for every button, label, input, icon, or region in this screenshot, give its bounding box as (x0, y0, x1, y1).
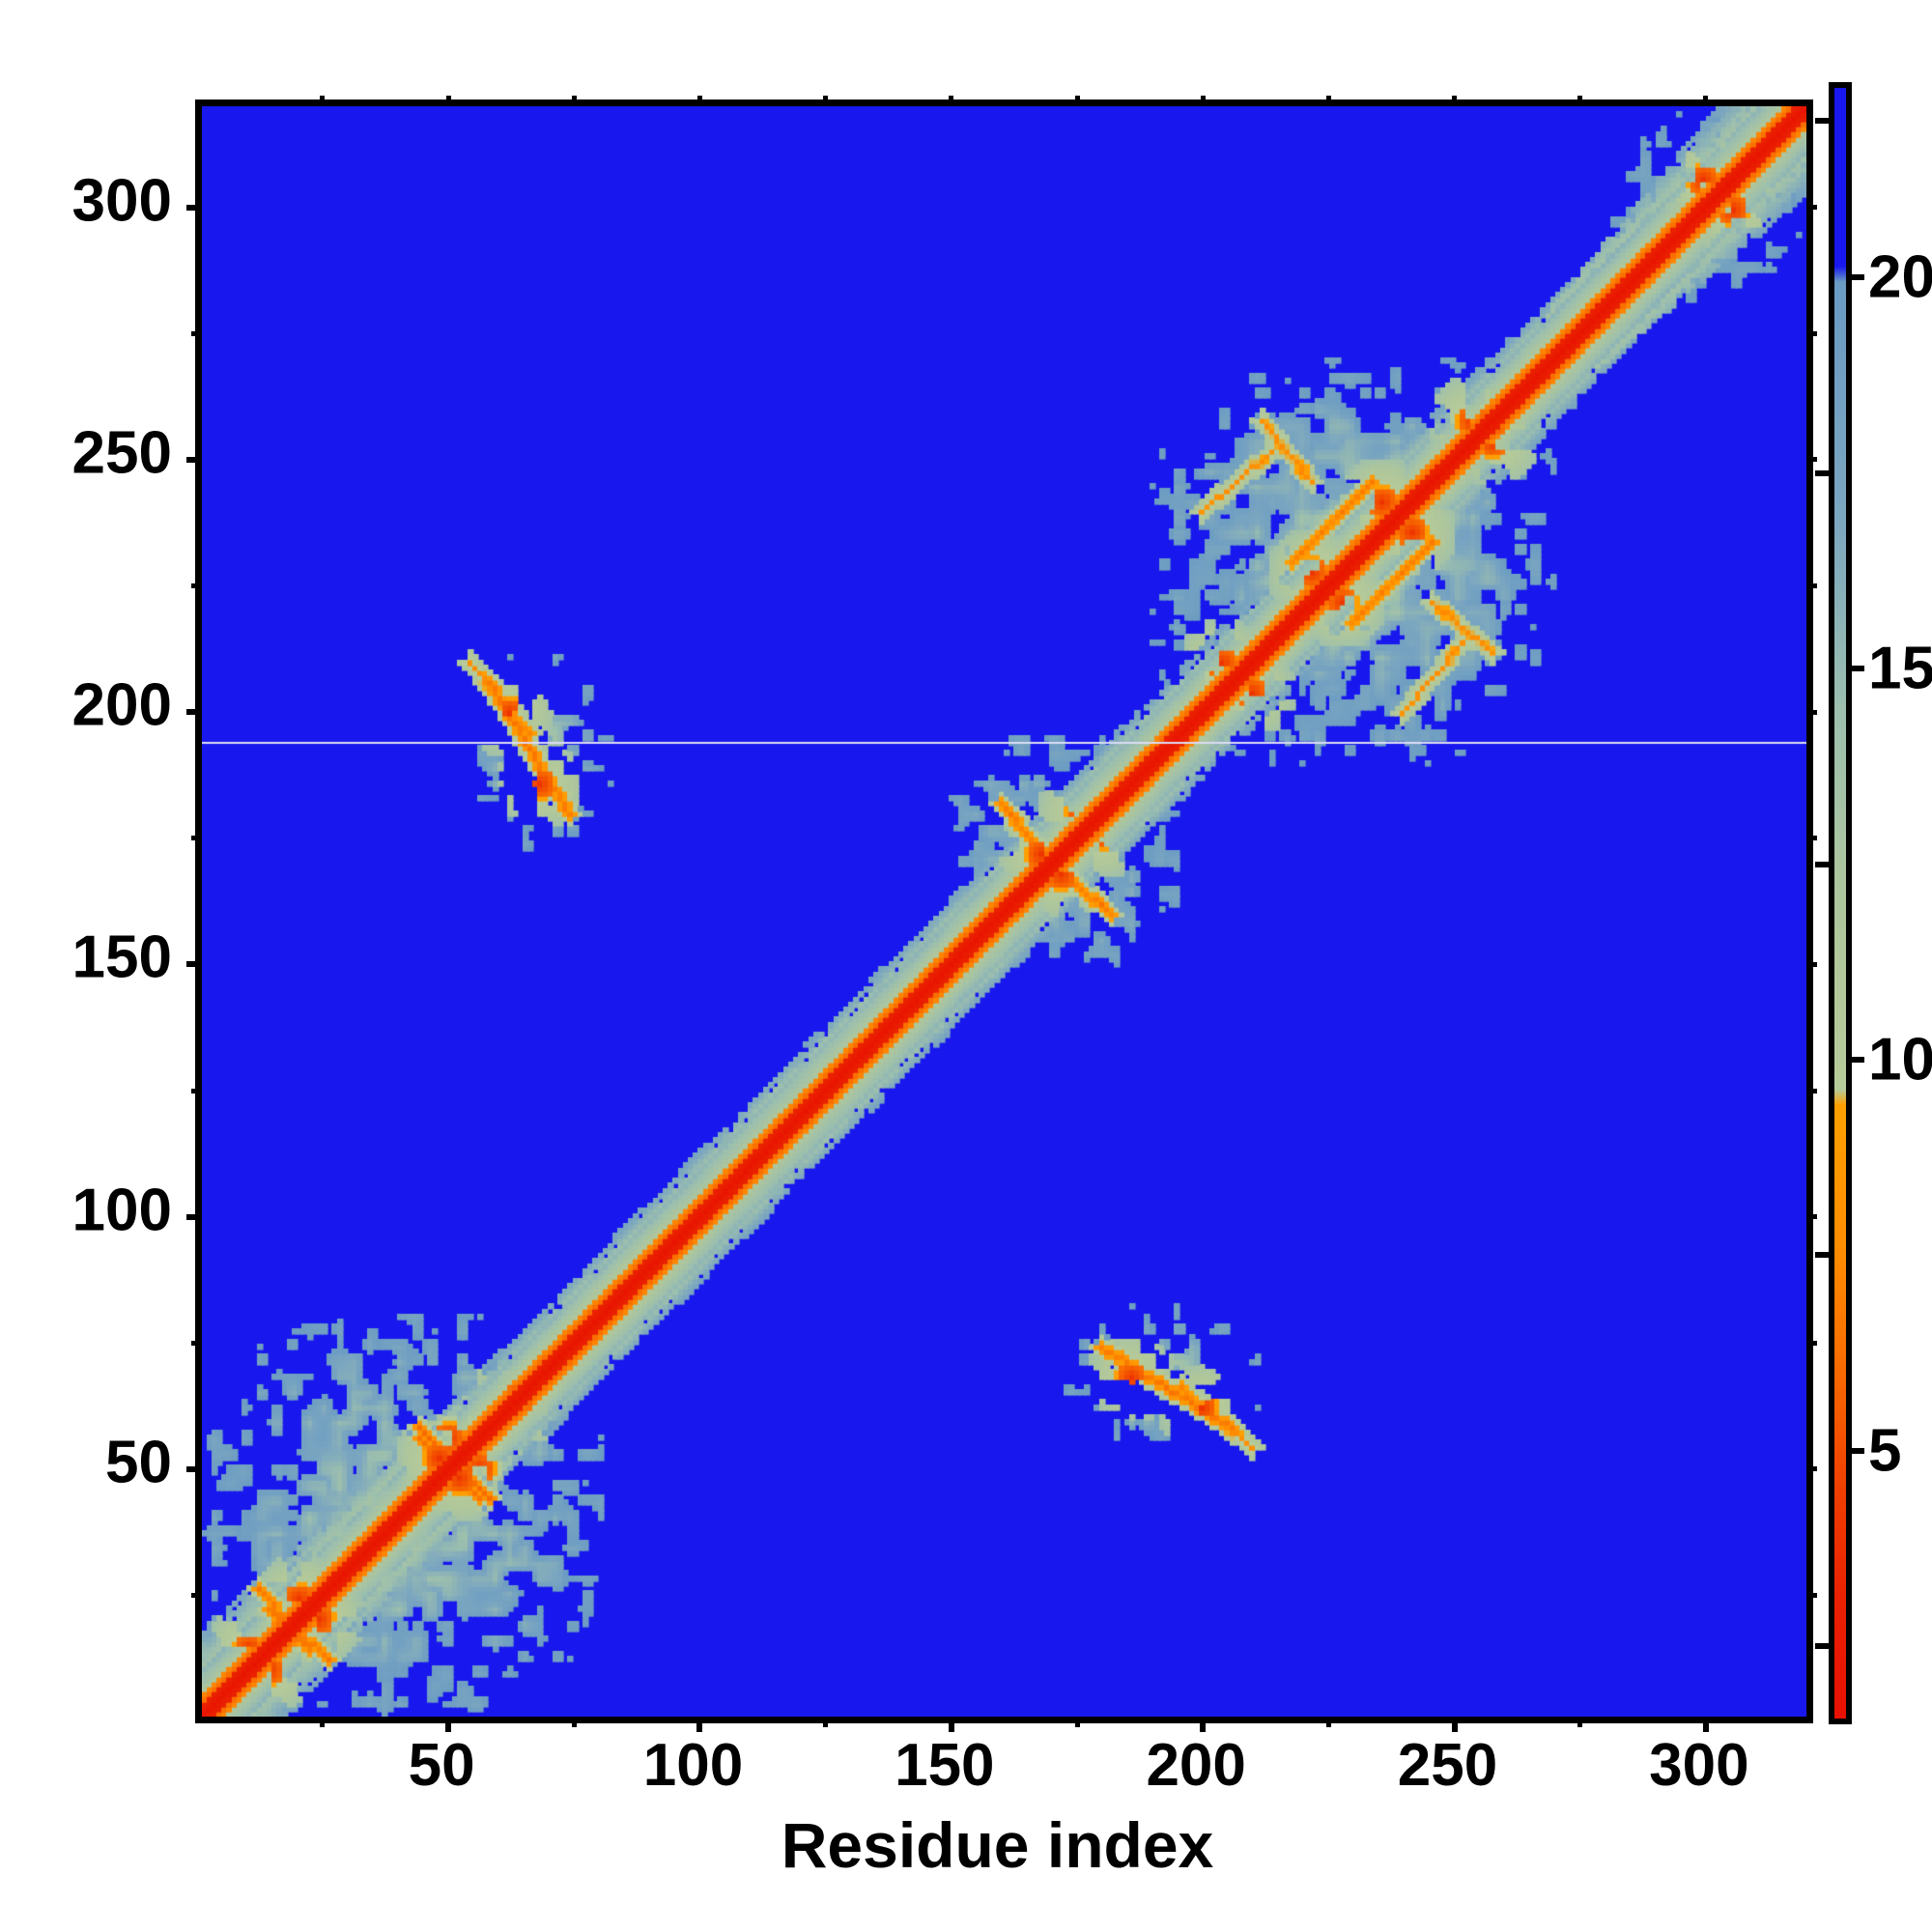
colorbar-tick-10 (1852, 1056, 1864, 1063)
colorbar-minor-tick (1815, 469, 1829, 476)
x-axis-top-tick-225 (1325, 96, 1331, 106)
y-axis-right-tick-150 (1806, 961, 1817, 967)
x-axis-tick-250 (1451, 1717, 1458, 1732)
colorbar-tick-15 (1852, 666, 1864, 672)
x-axis-top-tick-75 (571, 96, 577, 106)
y-axis-right-tick-225 (1806, 582, 1817, 588)
colorbar-minor-tick (1815, 118, 1829, 125)
y-axis-minor-tick-75 (191, 1340, 202, 1346)
y-axis-tick-label-150: 150 (71, 923, 172, 991)
colorbar-tick-label-10: 10 (1868, 1026, 1932, 1094)
y-axis-tick-label-100: 100 (71, 1177, 172, 1244)
y-axis-tick-label-200: 200 (71, 671, 172, 739)
y-axis-right-tick-275 (1806, 330, 1817, 336)
x-axis-tick-100 (696, 1717, 703, 1732)
plot-area (186, 96, 1817, 1732)
x-axis-top-tick-200 (1200, 96, 1206, 106)
y-axis-right-tick-250 (1806, 457, 1817, 463)
heatmap-image (202, 106, 1806, 1717)
x-axis-top-tick-275 (1577, 96, 1583, 106)
x-axis-minor-tick-75 (571, 1717, 577, 1727)
x-axis-minor-tick-25 (320, 1717, 326, 1727)
y-axis-right-tick-75 (1806, 1340, 1817, 1346)
colorbar-tick-20 (1852, 274, 1864, 281)
colorbar-tick-label-15: 15 (1868, 635, 1932, 702)
y-axis-tick-label-300: 300 (71, 167, 172, 234)
x-axis-minor-tick-175 (1074, 1717, 1080, 1727)
colorbar-tick-label-5: 5 (1868, 1417, 1902, 1485)
x-axis-minor-tick-275 (1577, 1717, 1583, 1727)
x-axis-top-tick-50 (445, 96, 451, 106)
x-axis-top-tick-175 (1074, 96, 1080, 106)
x-axis-minor-tick-125 (823, 1717, 829, 1727)
y-axis-right-tick-200 (1806, 709, 1817, 715)
x-axis-top-tick-150 (949, 96, 954, 106)
x-axis-tick-label-300: 300 (1649, 1732, 1749, 1799)
x-axis-tick-50 (445, 1717, 452, 1732)
y-axis-tick-label-50: 50 (105, 1429, 172, 1496)
x-axis-top-tick-125 (823, 96, 829, 106)
colorbar-minor-tick (1815, 861, 1829, 867)
y-axis-tick-200 (186, 709, 202, 716)
y-axis-tick-250 (186, 456, 202, 463)
x-axis-title: Residue index (781, 1809, 1214, 1881)
y-axis-tick-150 (186, 961, 202, 968)
y-axis-right-tick-100 (1806, 1214, 1817, 1220)
x-axis-tick-label-200: 200 (1146, 1732, 1246, 1799)
x-axis-tick-label-150: 150 (895, 1732, 995, 1799)
y-axis-right-tick-175 (1806, 836, 1817, 841)
x-axis-tick-300 (1702, 1717, 1709, 1732)
x-axis-tick-label-100: 100 (642, 1732, 744, 1799)
x-axis-top-tick-300 (1703, 96, 1709, 106)
x-axis-tick-label-250: 250 (1397, 1732, 1498, 1799)
x-axis-tick-200 (1200, 1717, 1207, 1732)
y-axis-tick-50 (186, 1465, 202, 1472)
y-axis-minor-tick-175 (191, 836, 202, 841)
y-axis-minor-tick-275 (191, 330, 202, 336)
colorbar-tick-5 (1852, 1447, 1864, 1454)
colorbar-minor-tick (1815, 1643, 1829, 1650)
x-axis-top-tick-100 (696, 96, 702, 106)
x-axis-tick-150 (948, 1717, 954, 1732)
colorbar: 5 10 15 20 (1815, 82, 1932, 1724)
colorbar-gradient (1834, 88, 1846, 1719)
y-axis-right-tick-125 (1806, 1088, 1817, 1094)
y-axis-minor-tick-125 (191, 1088, 202, 1094)
y-axis-tick-100 (186, 1213, 202, 1220)
x-axis-tick-label-50: 50 (408, 1732, 475, 1799)
x-axis-top-tick-25 (320, 96, 326, 106)
y-axis-minor-tick-25 (191, 1593, 202, 1599)
x-axis-minor-tick-225 (1325, 1717, 1331, 1727)
colorbar-bar (1829, 82, 1852, 1724)
colorbar-tick-label-20: 20 (1868, 243, 1932, 311)
y-axis-right-tick-50 (1806, 1466, 1817, 1472)
y-axis-minor-tick-225 (191, 582, 202, 588)
colorbar-minor-tick (1815, 1252, 1829, 1259)
y-axis-tick-label-250: 250 (71, 419, 172, 487)
y-axis-right-tick-300 (1806, 205, 1817, 210)
x-axis-top-tick-250 (1452, 96, 1458, 106)
y-axis-right-tick-25 (1806, 1593, 1817, 1599)
y-axis-tick-300 (186, 204, 202, 211)
